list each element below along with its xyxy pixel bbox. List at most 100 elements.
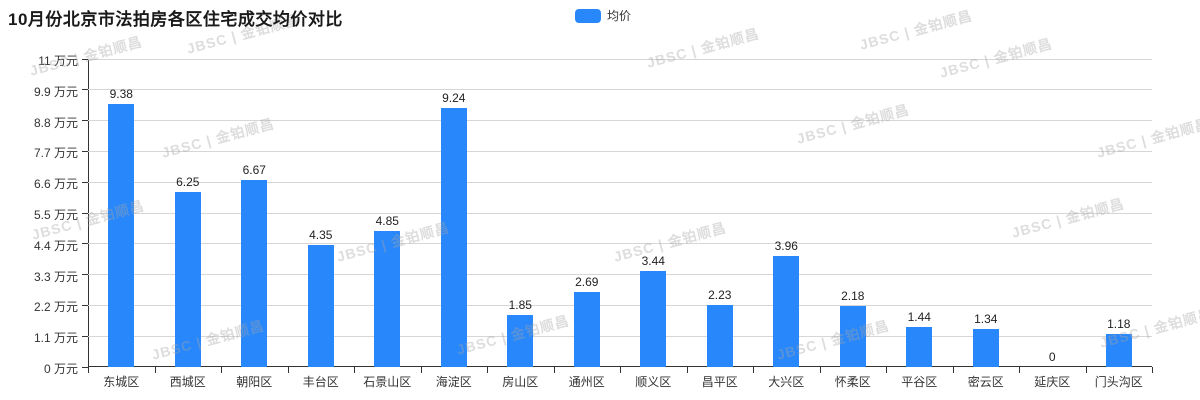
bar-密云区[interactable] <box>972 329 999 367</box>
legend-item-avg-price[interactable]: 均价 <box>575 7 631 24</box>
bar-value-label: 2.69 <box>575 275 599 289</box>
x-axis-tick <box>287 367 289 373</box>
x-axis-tick <box>819 367 821 373</box>
y-axis-tick-label: 1.1 万元 <box>33 331 78 346</box>
gridline <box>88 181 1152 183</box>
gridline <box>88 150 1152 152</box>
y-axis-tick <box>82 304 88 306</box>
bar-门头沟区[interactable] <box>1105 334 1132 367</box>
x-axis-category-label: 大兴区 <box>768 375 805 389</box>
watermark-text: JBSC | 金铂顺昌 <box>857 7 975 53</box>
x-axis-tick <box>154 367 156 373</box>
x-axis-tick <box>753 367 754 373</box>
bar-value-label: 3.96 <box>774 239 798 253</box>
bar-value-label: 1.44 <box>907 310 931 324</box>
gridline <box>88 212 1152 214</box>
x-axis-tick <box>886 367 887 373</box>
plot-area: 9.38 6.25 6.67 4.35 4.85 9.24 1.85 2.69 3.44 2.23… <box>82 58 1153 373</box>
x-axis-category-label: 门头沟区 <box>1094 375 1143 389</box>
y-axis-tick-label: 8.8 万元 <box>33 115 78 130</box>
y-axis-tick <box>82 120 88 122</box>
y-axis-tick <box>82 335 88 337</box>
y-axis-tick-label: 3.3 万元 <box>33 269 78 284</box>
bar-value-label: 0 <box>1048 350 1056 364</box>
gridline <box>88 274 1152 276</box>
bar-value-label: 1.85 <box>508 298 532 312</box>
x-axis-category-label: 通州区 <box>568 375 605 389</box>
y-axis-tick-label: 7.7 万元 <box>33 146 78 161</box>
x-axis-tick <box>221 367 222 373</box>
chart-title: 10月份北京市法拍房各区住宅成交均价对比 <box>8 10 343 29</box>
bar-朝阳区[interactable] <box>241 180 268 367</box>
bar-value-label: 4.35 <box>309 228 333 242</box>
x-axis-category-label: 石景山区 <box>363 375 412 389</box>
y-axis-tick <box>82 58 88 60</box>
bar-海淀区[interactable] <box>440 108 467 367</box>
x-axis-category-label: 海淀区 <box>435 375 472 389</box>
bar-石景山区[interactable] <box>374 231 401 367</box>
x-axis-category-label: 延庆区 <box>1034 375 1071 389</box>
bar-value-label: 1.18 <box>1107 317 1131 331</box>
y-axis-tick <box>82 212 88 214</box>
x-axis-tick <box>553 367 555 373</box>
bar-顺义区[interactable] <box>640 271 667 367</box>
bar-大兴区[interactable] <box>773 256 800 367</box>
x-axis-category-label: 昌平区 <box>701 375 738 389</box>
y-axis-tick-label: 9.9 万元 <box>33 84 78 99</box>
x-axis-category-label: 朝阳区 <box>236 375 273 389</box>
gridline <box>88 304 1152 306</box>
bar-房山区[interactable] <box>507 315 534 367</box>
y-axis-tick-label: 4.4 万元 <box>33 238 78 253</box>
y-axis-tick-label: 5.5 万元 <box>33 208 78 222</box>
bar-value-label: 2.18 <box>841 289 865 303</box>
y-axis-tick <box>82 243 88 245</box>
x-axis-tick <box>1019 367 1020 373</box>
bar-value-label: 9.38 <box>109 87 133 101</box>
y-axis-tick <box>82 366 88 368</box>
bar-value-label: 2.23 <box>708 288 732 302</box>
y-axis-tick-label: 11 万元 <box>38 54 78 68</box>
gridline <box>88 89 1152 91</box>
x-axis-tick <box>686 367 688 373</box>
y-axis-tick <box>82 181 88 183</box>
x-axis-line <box>88 366 1152 367</box>
x-axis-category-label: 丰台区 <box>302 375 339 389</box>
x-axis-category-label: 怀柔区 <box>834 375 871 389</box>
bar-value-label: 9.24 <box>442 91 466 105</box>
y-axis-tick-label: 6.6 万元 <box>33 177 78 192</box>
bar-平谷区[interactable] <box>906 327 933 367</box>
legend-swatch <box>575 8 601 23</box>
x-axis-category-label: 顺义区 <box>635 375 672 389</box>
bar-通州区[interactable] <box>573 292 600 367</box>
bar-怀柔区[interactable] <box>839 306 866 367</box>
gridline <box>88 120 1152 122</box>
x-axis-category-label: 房山区 <box>502 375 539 389</box>
bar-昌平区[interactable] <box>706 305 733 367</box>
bar-西城区[interactable] <box>174 192 201 367</box>
y-axis-tick <box>82 274 88 276</box>
x-axis-tick <box>354 367 355 373</box>
x-axis-category-label: 东城区 <box>103 375 140 389</box>
gridline <box>88 58 1152 60</box>
bar-value-label: 6.25 <box>176 175 200 189</box>
x-axis-category-label: 密云区 <box>967 375 1004 389</box>
bar-value-label: 3.44 <box>641 254 665 268</box>
x-axis-category-label: 西城区 <box>169 375 206 389</box>
bar-丰台区[interactable] <box>307 245 334 367</box>
bar-东城区[interactable] <box>108 104 135 367</box>
x-axis-tick <box>1085 367 1087 373</box>
x-axis-tick <box>487 367 488 373</box>
y-axis-tick-label: 2.2 万元 <box>33 300 78 315</box>
x-axis-tick <box>620 367 621 373</box>
gridline <box>88 335 1152 337</box>
bar-value-label: 6.67 <box>242 163 266 177</box>
x-axis-tick <box>88 367 89 373</box>
gridline <box>88 243 1152 245</box>
bar-value-label: 1.34 <box>974 312 998 326</box>
x-axis-tick <box>420 367 422 373</box>
x-axis-category-label: 平谷区 <box>901 375 938 389</box>
x-axis-tick <box>952 367 954 373</box>
x-axis-tick <box>1152 367 1153 373</box>
y-axis-tick <box>82 150 88 152</box>
